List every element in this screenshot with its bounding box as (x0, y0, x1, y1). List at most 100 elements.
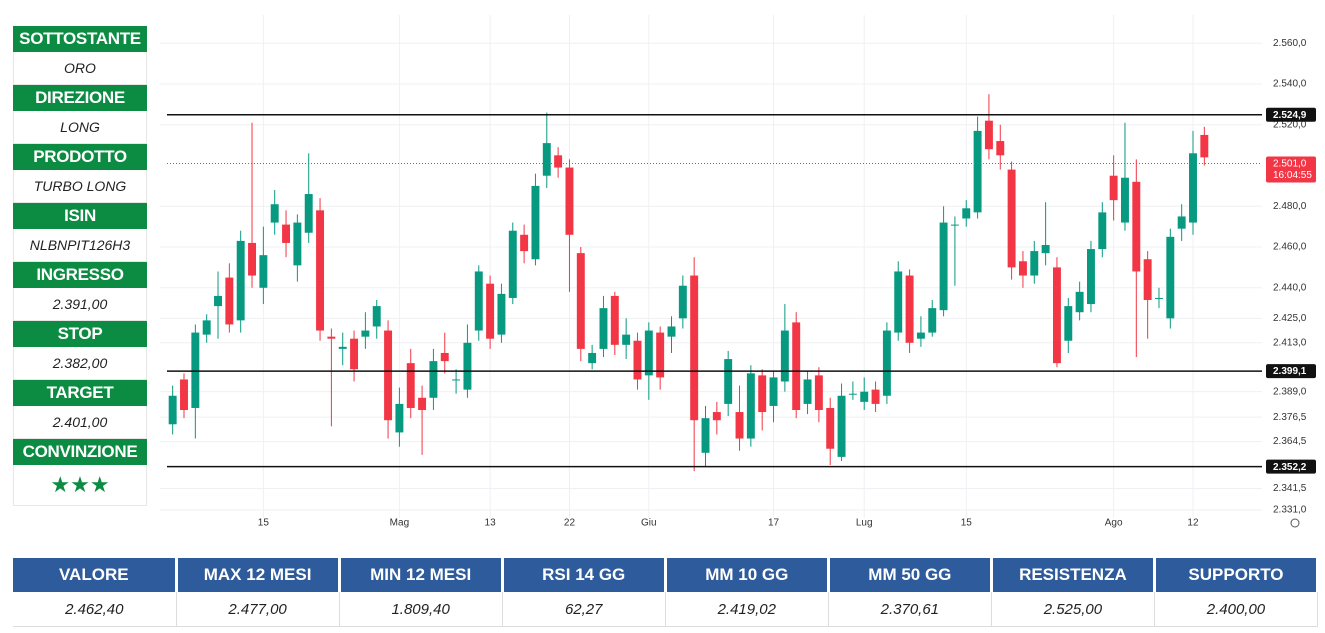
candle-body (1155, 297, 1163, 299)
panel-label: CONVINZIONE (13, 439, 147, 465)
y-tick-label: 2.389,0 (1273, 386, 1307, 397)
candle-body (1064, 306, 1073, 341)
panel-label: STOP (13, 321, 147, 347)
level-label: 2.399,1 (1273, 366, 1307, 377)
settings-icon (1290, 518, 1300, 528)
candle-body (282, 224, 291, 243)
level-label-box (1266, 107, 1316, 122)
candle-body (996, 141, 1005, 156)
candle-body (542, 143, 551, 176)
x-tick-label: 15 (258, 518, 270, 529)
candle-body (429, 361, 438, 398)
candle-body (497, 293, 506, 335)
column-header: RSI 14 GG (502, 558, 667, 592)
x-tick-label: 17 (768, 518, 780, 529)
candle-body (1030, 251, 1039, 276)
x-tick-label: Giu (641, 518, 657, 529)
candle-body (894, 271, 903, 333)
y-tick-label: 2.364,5 (1273, 436, 1307, 447)
candle-body (293, 222, 302, 266)
y-tick-label: 2.560,0 (1273, 38, 1307, 49)
countdown-label: 16:04:55 (1273, 170, 1312, 181)
candle-body (406, 363, 415, 408)
y-tick-label: 2.460,0 (1273, 242, 1307, 253)
candle-body (769, 377, 778, 406)
candle-body (418, 397, 427, 411)
panel-label: PRODOTTO (13, 144, 147, 170)
candle-body (1075, 291, 1084, 313)
y-tick-label: 2.331,0 (1273, 504, 1307, 515)
candle-body (882, 330, 891, 396)
y-tick-label: 2.413,0 (1273, 337, 1307, 348)
candle-body (1200, 134, 1209, 158)
candle-body (656, 332, 665, 378)
table-cell: 2.419,02 (665, 592, 829, 627)
candle-body (395, 403, 404, 433)
stats-table: VALORE MAX 12 MESI MIN 12 MESI RSI 14 GG MM … (13, 558, 1320, 627)
candle-body (905, 275, 914, 343)
panel-value: TURBO LONG (13, 170, 147, 203)
table-cell: 2.370,61 (828, 592, 992, 627)
candle-body (588, 352, 597, 364)
candle-body (984, 120, 993, 150)
candle-body (1143, 259, 1152, 300)
candle-body (565, 167, 574, 235)
candle-body (701, 418, 710, 453)
x-tick-label: Lug (856, 518, 873, 529)
table-cell: 2.477,00 (176, 592, 340, 627)
candle-body (633, 340, 642, 380)
candle-body (848, 393, 857, 395)
table-cell: 2.525,00 (991, 592, 1155, 627)
panel-label: INGRESSO (13, 262, 147, 288)
y-tick-label: 2.480,0 (1273, 201, 1307, 212)
candle-body (202, 320, 211, 335)
candle-body (576, 253, 585, 349)
panel-label: SOTTOSTANTE (13, 26, 147, 52)
level-label: 2.352,2 (1273, 462, 1307, 473)
candle-body (327, 336, 336, 339)
candle-body (746, 373, 755, 439)
candle-body (554, 155, 563, 168)
candle-body (622, 334, 631, 345)
column-header: RESISTENZA (991, 558, 1156, 592)
candle-body (860, 391, 869, 402)
candle-body (724, 359, 733, 404)
candle-body (508, 230, 517, 298)
column-header: MIN 12 MESI (339, 558, 504, 592)
table-cell: 2.400,00 (1154, 592, 1319, 627)
panel-value: 2.401,00 (13, 406, 147, 439)
panel-value: NLBNPIT126H3 (13, 229, 147, 262)
level-label: 2.524,9 (1273, 110, 1307, 121)
panel-label: TARGET (13, 380, 147, 406)
candle-body (440, 352, 449, 362)
y-tick-label: 2.440,0 (1273, 282, 1307, 293)
y-tick-label: 2.376,5 (1273, 412, 1307, 423)
candle-body (1018, 261, 1027, 276)
candle-body (168, 395, 177, 425)
candle-body (1052, 267, 1061, 364)
panel-label: ISIN (13, 203, 147, 229)
column-header: MM 50 GG (828, 558, 993, 592)
column-header: VALORE (13, 558, 178, 592)
candle-body (474, 271, 483, 331)
table-cell: 1.809,40 (339, 592, 503, 627)
candle-body (225, 277, 234, 325)
candle-body (463, 342, 472, 390)
candle-body (1132, 181, 1141, 272)
level-label-box (1266, 364, 1316, 379)
x-tick-label: 15 (961, 518, 973, 529)
panel-value: 2.391,00 (13, 288, 147, 321)
candle-body (792, 322, 801, 411)
candle-body (191, 332, 200, 408)
table-cell: 2.462,40 (13, 592, 177, 627)
candle-body (826, 407, 835, 449)
candle-body (758, 375, 767, 413)
candle-body (1086, 249, 1095, 305)
panel-value: ORO (13, 52, 147, 85)
candle-body (486, 283, 495, 339)
x-tick-label: 12 (1187, 518, 1199, 529)
candle-body (248, 242, 256, 276)
panel-label: DIREZIONE (13, 85, 147, 111)
candle-body (928, 308, 937, 333)
